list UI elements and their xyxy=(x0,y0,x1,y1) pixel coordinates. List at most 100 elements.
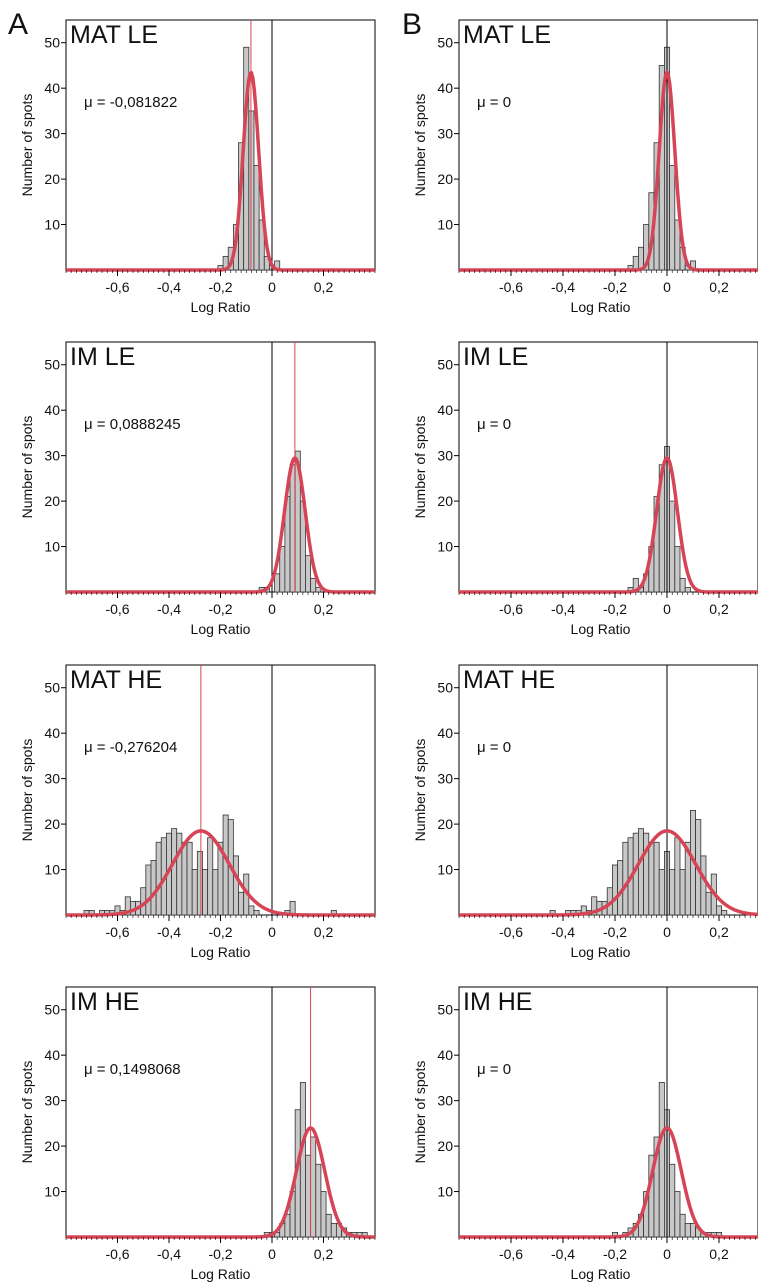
normal-fit-curve xyxy=(458,70,758,272)
x-tick-label: 0 xyxy=(268,601,276,617)
histogram-bar xyxy=(705,891,712,916)
x-axis-label: Log Ratio xyxy=(191,944,251,960)
histogram-panel: -0,6 -0,4 -0,2 0 0,2 10 20 30 40 50 Log Ratio Numbe… xyxy=(412,341,758,637)
chart-title: IM LE xyxy=(463,343,528,371)
histogram-bar xyxy=(202,869,209,916)
x-tick-label: -0,2 xyxy=(208,924,232,940)
mean-annotation: μ = -0,081822 xyxy=(84,94,177,111)
x-tick-label: -0,6 xyxy=(105,1246,129,1262)
normal-fit-curve xyxy=(65,456,376,594)
x-axis-label: Log Ratio xyxy=(571,944,631,960)
y-tick-label: 30 xyxy=(437,771,453,787)
histogram-bar xyxy=(669,869,676,916)
y-tick-label: 10 xyxy=(437,862,453,878)
y-tick-label: 20 xyxy=(437,816,453,832)
plot-frame xyxy=(458,986,758,1238)
y-tick-label: 30 xyxy=(437,448,453,464)
histogram-bar xyxy=(299,1082,306,1238)
y-tick-label: 30 xyxy=(44,771,60,787)
histogram-bar xyxy=(669,165,676,271)
x-tick-label: 0,2 xyxy=(314,601,334,617)
x-tick-label: -0,2 xyxy=(208,1246,232,1262)
histogram-bar xyxy=(279,546,286,593)
normal-fit-curve xyxy=(65,829,376,917)
y-tick-label: 30 xyxy=(44,1093,60,1109)
histogram-bar xyxy=(310,577,317,593)
histogram-panel: -0,6 -0,4 -0,2 0 0,2 10 20 30 40 50 Log Ratio Numbe… xyxy=(412,986,758,1282)
chart-title: MAT HE xyxy=(463,666,555,694)
histogram-bar xyxy=(238,891,245,916)
histogram-bar xyxy=(191,869,198,916)
x-tick-label: -0,4 xyxy=(551,601,575,617)
x-axis-label: Log Ratio xyxy=(571,299,631,315)
panel-label-b: B xyxy=(402,8,422,41)
y-tick-label: 10 xyxy=(44,539,60,555)
histogram-bar xyxy=(653,841,660,916)
y-tick-label: 10 xyxy=(44,862,60,878)
histogram-bar xyxy=(721,910,728,916)
histogram-bar xyxy=(700,855,707,916)
x-minor-ticks xyxy=(458,592,756,595)
y-tick-label: 10 xyxy=(437,217,453,233)
histogram-bar xyxy=(330,1222,337,1238)
x-minor-ticks xyxy=(458,1237,756,1240)
x-tick-label: 0 xyxy=(663,1246,671,1262)
x-tick-label: -0,6 xyxy=(499,924,523,940)
histogram-bar xyxy=(669,1163,676,1238)
histogram-bar xyxy=(679,1213,686,1238)
histogram-bar xyxy=(248,905,255,916)
histogram-bar xyxy=(632,255,639,271)
histogram-bar xyxy=(679,577,686,593)
y-tick-label: 20 xyxy=(437,1138,453,1154)
y-axis-label: Number of spots xyxy=(412,739,428,842)
y-tick-label: 30 xyxy=(437,1093,453,1109)
y-tick-label: 40 xyxy=(44,1047,60,1063)
x-tick-label: -0,2 xyxy=(603,1246,627,1262)
mean-annotation: μ = -0,276204 xyxy=(84,739,177,756)
x-tick-label: -0,4 xyxy=(157,924,181,940)
x-tick-label: -0,6 xyxy=(499,1246,523,1262)
mean-annotation: μ = 0 xyxy=(477,1061,511,1078)
chart-title: IM LE xyxy=(70,343,135,371)
histogram-bar xyxy=(186,841,193,916)
y-tick-label: 50 xyxy=(437,1002,453,1018)
histogram-bar xyxy=(674,546,681,593)
y-tick-label: 10 xyxy=(44,217,60,233)
histogram-bar xyxy=(679,869,686,916)
normal-fit-curve xyxy=(458,829,758,917)
histogram-bar xyxy=(253,165,260,271)
histogram-bar xyxy=(674,837,681,916)
mean-annotation: μ = 0 xyxy=(477,94,511,111)
x-tick-label: 0,2 xyxy=(314,279,334,295)
histogram-bar xyxy=(181,841,188,916)
y-tick-label: 50 xyxy=(437,680,453,696)
y-tick-label: 30 xyxy=(44,448,60,464)
y-tick-label: 50 xyxy=(44,680,60,696)
y-tick-label: 40 xyxy=(44,402,60,418)
histogram-bar xyxy=(176,832,183,916)
y-tick-label: 40 xyxy=(437,725,453,741)
y-tick-label: 10 xyxy=(44,1184,60,1200)
histogram-bar xyxy=(315,1163,322,1238)
y-tick-label: 10 xyxy=(437,1184,453,1200)
plot-frame xyxy=(65,341,376,593)
y-tick-label: 20 xyxy=(44,171,60,187)
chart-title: IM HE xyxy=(70,988,139,1016)
y-tick-label: 10 xyxy=(437,539,453,555)
x-tick-label: 0 xyxy=(663,601,671,617)
y-tick-label: 20 xyxy=(44,493,60,509)
histogram-bar xyxy=(716,905,723,916)
y-axis-label: Number of spots xyxy=(412,94,428,197)
y-tick-label: 20 xyxy=(44,816,60,832)
y-tick-label: 40 xyxy=(437,1047,453,1063)
y-axis-label: Number of spots xyxy=(412,416,428,519)
histogram-bar xyxy=(212,869,219,916)
histogram-bar xyxy=(145,864,152,916)
mean-annotation: μ = 0 xyxy=(477,739,511,756)
histogram-bar xyxy=(684,1222,691,1238)
x-tick-label: 0,2 xyxy=(709,1246,729,1262)
x-tick-label: 0 xyxy=(663,924,671,940)
x-tick-label: -0,2 xyxy=(603,601,627,617)
histogram-bar xyxy=(232,855,239,916)
